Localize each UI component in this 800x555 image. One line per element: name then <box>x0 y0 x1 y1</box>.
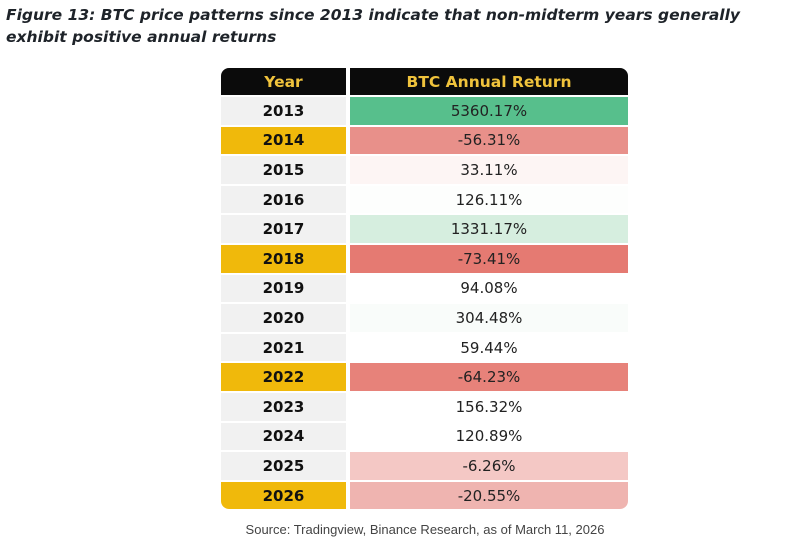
return-cell: -20.55% <box>350 481 628 510</box>
year-cell: 2014 <box>221 126 346 155</box>
year-cell: 2020 <box>221 304 346 332</box>
return-cell: -73.41% <box>350 244 628 273</box>
year-cell: 2013 <box>221 97 346 125</box>
table-row: 2013 5360.17% <box>221 97 628 125</box>
year-cell: 2026 <box>221 481 346 510</box>
table-row: 2019 94.08% <box>221 274 628 303</box>
table-row: 2026 -20.55% <box>221 481 628 510</box>
table-row: 2017 1331.17% <box>221 215 628 243</box>
year-cell: 2016 <box>221 185 346 214</box>
year-cell: 2019 <box>221 274 346 303</box>
source-note: Source: Tradingview, Binance Research, a… <box>245 522 605 537</box>
table-row: 2018 -73.41% <box>221 244 628 273</box>
table-row: 2020 304.48% <box>221 304 628 332</box>
return-cell: -64.23% <box>350 363 628 391</box>
year-cell: 2015 <box>221 156 346 184</box>
table-row: 2016 126.11% <box>221 185 628 214</box>
table-row: 2014 -56.31% <box>221 126 628 155</box>
return-cell: 59.44% <box>350 333 628 362</box>
year-cell: 2022 <box>221 363 346 391</box>
header-year: Year <box>221 68 346 95</box>
return-cell: -56.31% <box>350 126 628 155</box>
table-row: 2023 156.32% <box>221 392 628 421</box>
year-cell: 2018 <box>221 244 346 273</box>
year-cell: 2017 <box>221 215 346 243</box>
return-cell: 126.11% <box>350 185 628 214</box>
year-cell: 2021 <box>221 333 346 362</box>
return-cell: 33.11% <box>350 156 628 184</box>
year-cell: 2025 <box>221 452 346 480</box>
table-row: 2024 120.89% <box>221 422 628 451</box>
table-row: 2022 -64.23% <box>221 363 628 391</box>
return-cell: 5360.17% <box>350 97 628 125</box>
header-return: BTC Annual Return <box>350 68 628 95</box>
year-cell: 2024 <box>221 422 346 451</box>
table-row: 2015 33.11% <box>221 156 628 184</box>
return-cell: -6.26% <box>350 452 628 480</box>
year-cell: 2023 <box>221 392 346 421</box>
table-row: 2021 59.44% <box>221 333 628 362</box>
return-cell: 120.89% <box>350 422 628 451</box>
return-cell: 94.08% <box>350 274 628 303</box>
table-header: Year BTC Annual Return <box>221 68 628 95</box>
returns-table: Year BTC Annual Return 2013 5360.17% 2014-… <box>221 68 628 511</box>
table-row: 2025 -6.26% <box>221 452 628 480</box>
return-cell: 156.32% <box>350 392 628 421</box>
return-cell: 304.48% <box>350 304 628 332</box>
return-cell: 1331.17% <box>350 215 628 243</box>
figure-title: Figure 13: BTC price patterns since 2013… <box>6 6 741 46</box>
